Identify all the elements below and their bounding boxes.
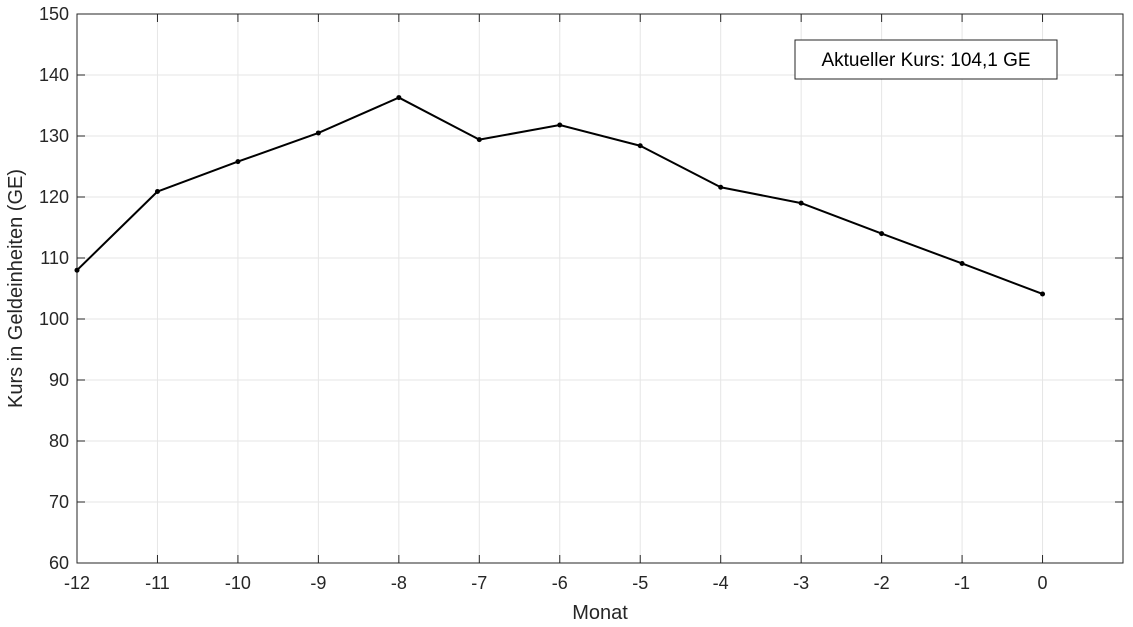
- data-point: [879, 231, 885, 237]
- annotation-frame: [794, 39, 1058, 80]
- x-tick-label: -2: [874, 573, 890, 593]
- data-point: [718, 184, 724, 190]
- y-tick-label: 130: [39, 126, 69, 146]
- x-tick-labels: -12 -11 -10 -9 -8 -7 -6 -5 -4 -3 -2 -1 0: [64, 573, 1048, 593]
- grid: [76, 13, 1124, 564]
- data-point: [154, 189, 160, 195]
- x-tick-label: -9: [310, 573, 326, 593]
- y-tick-label: 80: [49, 431, 69, 451]
- data-point: [637, 143, 643, 149]
- x-tick-label: -3: [793, 573, 809, 593]
- y-tick-label: 120: [39, 187, 69, 207]
- data-point: [315, 130, 321, 136]
- y-tick-label: 100: [39, 309, 69, 329]
- x-axis-title: Monat: [572, 602, 628, 624]
- x-tick-label: -12: [64, 573, 90, 593]
- x-tick-label: -8: [391, 573, 407, 593]
- data-point: [235, 159, 241, 165]
- y-tick-label: 60: [49, 553, 69, 573]
- y-tick-label: 90: [49, 370, 69, 390]
- x-tick-label: -1: [954, 573, 970, 593]
- data-point: [74, 267, 80, 273]
- x-tick-label: -10: [225, 573, 251, 593]
- y-axis-title: Kurs in Geldeinheiten (GE): [5, 169, 27, 408]
- y-tick-label: 140: [39, 65, 69, 85]
- y-tick-labels: 60 70 80 90 100 110 120 130 140 150: [39, 4, 69, 573]
- annotation-box: Aktueller Kurs: 104,1 GE: [794, 39, 1058, 80]
- x-tick-label: -7: [471, 573, 487, 593]
- x-tick-label: -4: [713, 573, 729, 593]
- x-tick-label: 0: [1038, 573, 1048, 593]
- y-tick-label: 70: [49, 492, 69, 512]
- x-tick-label: -11: [145, 573, 170, 593]
- y-tick-label: 150: [39, 4, 69, 24]
- data-point: [959, 260, 965, 266]
- data-point: [1040, 291, 1046, 297]
- axis-ticks: [76, 13, 1124, 564]
- data-point: [396, 95, 402, 101]
- plot-area-frame: [76, 13, 1124, 564]
- data-points: [74, 95, 1046, 297]
- data-point: [476, 137, 482, 143]
- x-tick-label: -6: [552, 573, 568, 593]
- data-point: [557, 122, 563, 128]
- data-point: [798, 200, 804, 206]
- x-tick-label: -5: [632, 573, 648, 593]
- y-tick-label: 110: [40, 248, 69, 268]
- annotation-text: Aktueller Kurs: 104,1 GE: [821, 50, 1030, 71]
